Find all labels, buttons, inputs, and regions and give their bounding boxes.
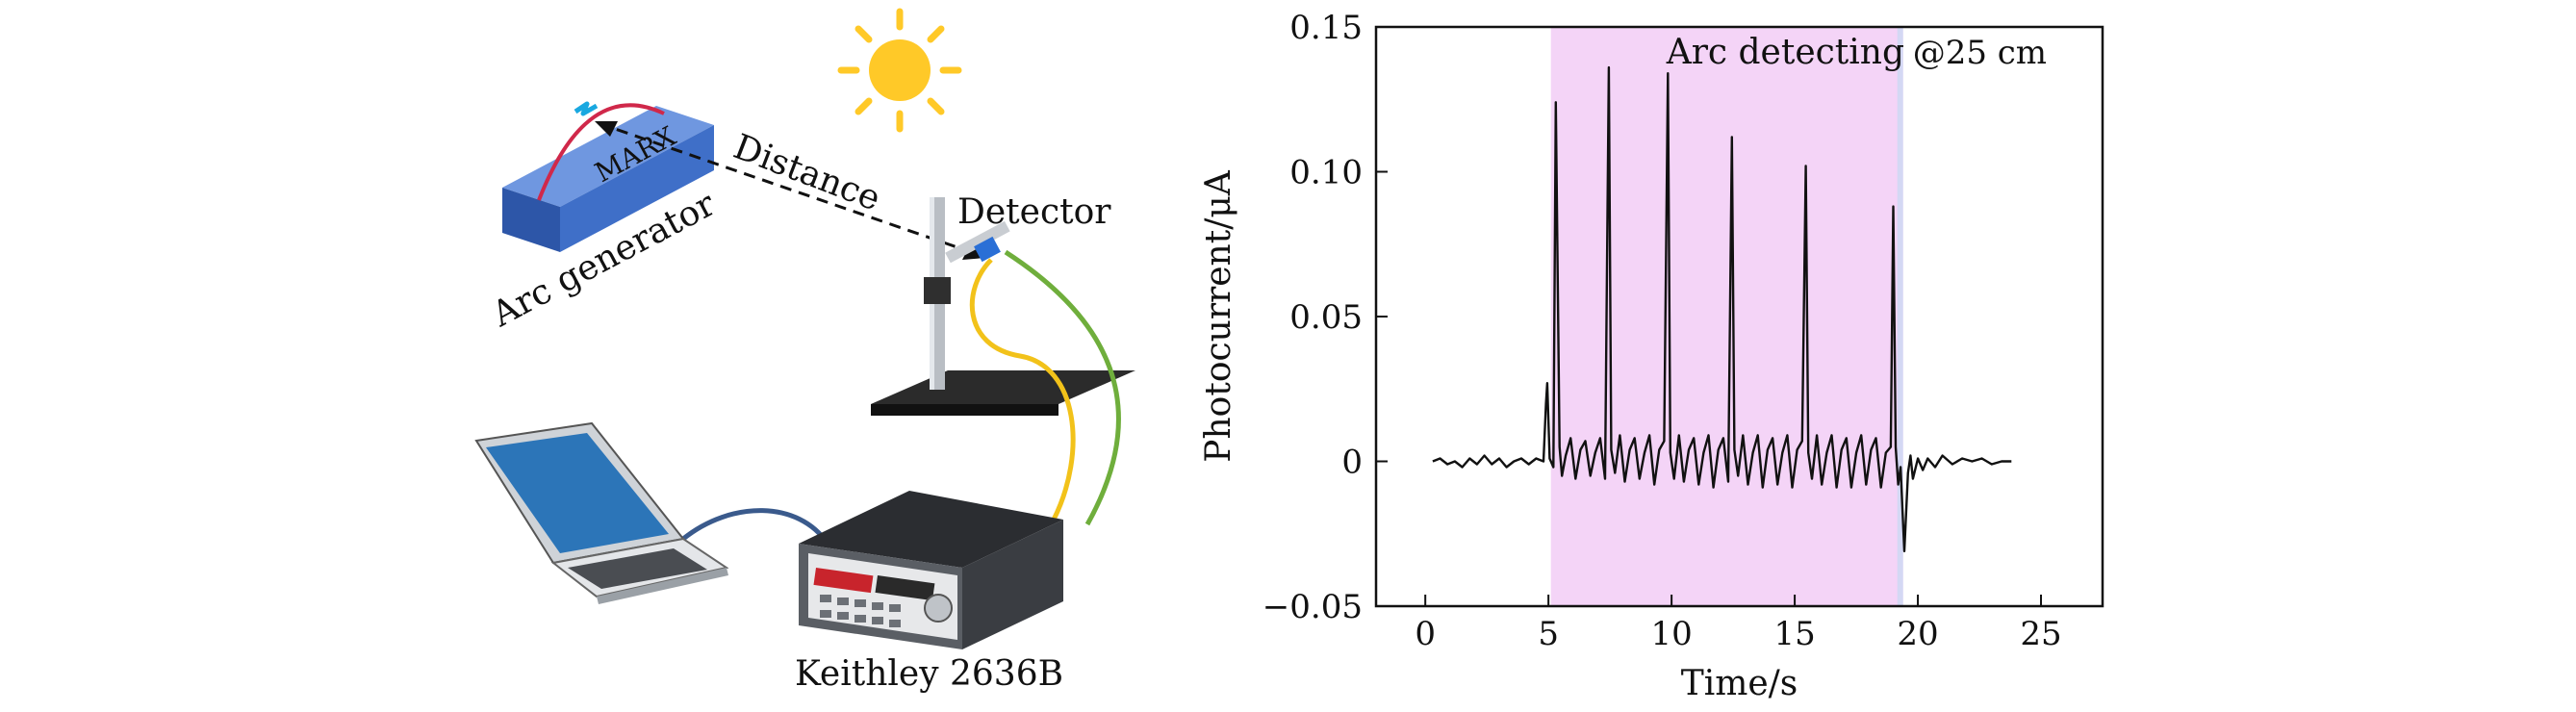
arc-detecting-label: Arc detecting [1666, 33, 1904, 72]
x-axis: 0 5 10 15 20 25 [1415, 595, 2062, 653]
x-tick-label: 20 [1897, 615, 1938, 653]
photocurrent-series-line [1432, 65, 2012, 552]
y-tick-label: 0.05 [1289, 298, 1363, 337]
x-tick-label: 25 [2020, 615, 2061, 653]
y-axis-title: Photocurrent/μA [1199, 169, 1238, 462]
x-tick-label: 0 [1415, 615, 1436, 653]
y-axis: −0.05 0 0.05 0.10 0.15 [1262, 9, 1388, 626]
laptop-icon [474, 421, 729, 604]
x-tick-label: 15 [1773, 615, 1815, 653]
photocurrent-chart: 0 5 10 15 20 25 −0.05 0 0.05 0.10 0.15 Arc detect… [1199, 9, 2104, 703]
arc-detecting-region-edge [1897, 27, 1903, 606]
x-axis-title: Time/s [1681, 664, 1798, 703]
y-tick-label: 0.15 [1289, 9, 1363, 47]
experimental-setup-diagram: MARX Arc generator Distance Detector [474, 8, 1135, 694]
sun-icon [837, 8, 962, 133]
sourcemeter-icon [799, 491, 1063, 649]
x-tick-label: 10 [1650, 615, 1692, 653]
detector-stand-icon [871, 197, 1135, 416]
distance-note-label: @25 cm [1913, 34, 2047, 72]
y-tick-label: 0.10 [1289, 154, 1363, 192]
detector-label: Detector [957, 192, 1111, 232]
distance-label: Distance [728, 127, 886, 218]
y-tick-label: 0 [1341, 444, 1363, 482]
marx-arc-generator-icon: MARX [502, 101, 714, 252]
y-tick-label: −0.05 [1262, 588, 1363, 626]
cables [681, 249, 1121, 546]
keithley-label: Keithley 2636B [795, 654, 1063, 694]
x-tick-label: 5 [1538, 615, 1559, 653]
arc-detecting-region [1550, 27, 1903, 606]
